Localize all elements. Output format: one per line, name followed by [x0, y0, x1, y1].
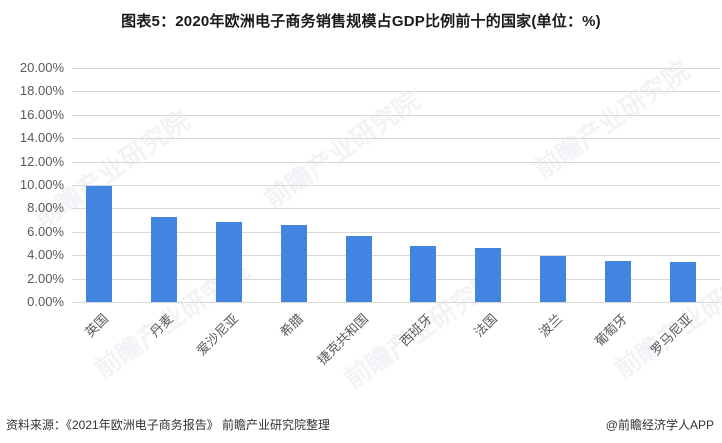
y-axis-tick-label: 2.00%	[27, 271, 64, 286]
watermark: 前瞻产业研究院	[258, 85, 426, 215]
gridline	[72, 138, 720, 139]
gridline	[72, 279, 720, 280]
x-axis-category-label: 法国	[471, 310, 501, 340]
y-axis-tick-label: 18.00%	[19, 83, 64, 98]
bar	[216, 222, 242, 302]
bar	[605, 261, 631, 302]
gridline	[72, 208, 720, 209]
x-axis-category-label: 葡萄牙	[591, 310, 631, 350]
source-note: 资料来源：《2021年欧洲电子商务报告》 前瞻产业研究院整理	[6, 418, 331, 432]
y-axis-tick-label: 16.00%	[19, 107, 64, 122]
gridline	[72, 185, 720, 186]
watermark: 前瞻产业研究院	[528, 55, 696, 185]
y-axis-tick-label: 0.00%	[27, 294, 64, 309]
y-axis-tick-label: 14.00%	[19, 130, 64, 145]
bar	[410, 246, 436, 302]
x-axis-category-label: 英国	[82, 310, 112, 340]
y-axis-tick-label: 12.00%	[19, 154, 64, 169]
y-axis-tick-label: 8.00%	[27, 200, 64, 215]
bar	[670, 262, 696, 302]
gridline	[72, 91, 720, 92]
bar	[151, 217, 177, 302]
bar	[475, 248, 501, 302]
bar	[281, 225, 307, 302]
gridline	[72, 162, 720, 163]
x-axis-category-label: 爱沙尼亚	[193, 310, 242, 359]
y-axis-tick-label: 20.00%	[19, 60, 64, 75]
gridline	[72, 115, 720, 116]
x-axis-category-label: 西班牙	[396, 310, 436, 350]
bar	[86, 186, 112, 302]
bar	[346, 236, 372, 302]
y-axis-tick-label: 6.00%	[27, 224, 64, 239]
gridline	[72, 255, 720, 256]
y-axis-tick-label: 4.00%	[27, 247, 64, 262]
bar-chart: 前瞻产业研究院 前瞻产业研究院 前瞻产业研究院 前瞻产业研究院 前瞻产业研究院 前瞻产业研…	[19, 55, 722, 394]
x-axis-category-label: 罗马尼亚	[647, 310, 696, 359]
x-axis-category-label: 波兰	[536, 310, 566, 340]
bar	[540, 256, 566, 302]
x-axis-category-label: 捷克共和国	[314, 310, 372, 368]
x-axis-category-label: 丹麦	[147, 310, 177, 340]
gridline	[72, 68, 720, 69]
gridline	[72, 302, 720, 303]
gridline	[72, 232, 720, 233]
x-axis-category-label: 希腊	[277, 310, 307, 340]
credit-note: @前瞻经济学人APP	[605, 418, 714, 432]
chart-title: 图表5：2020年欧洲电子商务销售规模占GDP比例前十的国家(单位：%)	[121, 13, 601, 30]
y-axis-tick-label: 10.00%	[19, 177, 64, 192]
